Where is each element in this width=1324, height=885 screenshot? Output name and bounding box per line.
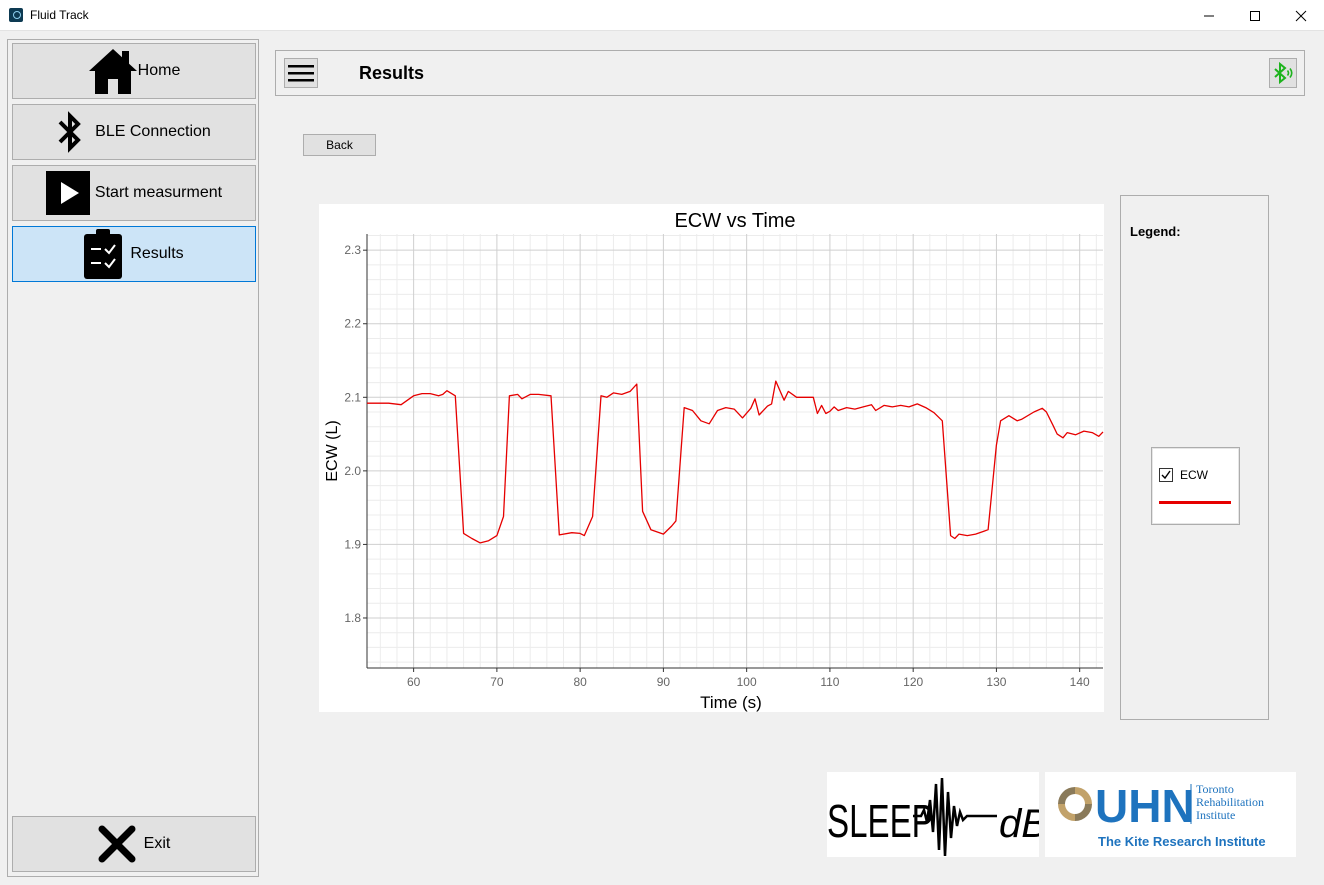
- chart-svg: 60 70 80 90 100 110 120 130 140 1.8 1.9 2.0 2.1 2.2 2.…: [324, 210, 1104, 712]
- close-window-button[interactable]: [1278, 0, 1324, 31]
- y-tick-label: 2.2: [344, 317, 361, 331]
- maximize-icon: [1250, 10, 1260, 21]
- legend-checkbox[interactable]: [1159, 468, 1173, 482]
- home-icon: [88, 46, 138, 96]
- sidebar-item-start-measurement[interactable]: Start measurment: [12, 165, 256, 221]
- svg-text:SLEEP: SLEEP: [827, 797, 934, 847]
- legend-line-swatch: [1159, 501, 1231, 504]
- page-title: Results: [359, 63, 425, 83]
- x-tick-label: 60: [407, 675, 421, 689]
- hamburger-menu-icon: [288, 65, 314, 82]
- exit-button[interactable]: Exit: [12, 816, 256, 872]
- series-line-ecw: [367, 380, 1104, 544]
- close-icon: [1295, 10, 1307, 21]
- bluetooth-connected-icon: [1274, 61, 1293, 85]
- svg-text:UHN: UHN: [1095, 780, 1195, 832]
- sidebar-item-results[interactable]: Results: [12, 226, 256, 282]
- chart-title: ECW vs Time: [674, 210, 795, 232]
- bluetooth-icon: [57, 108, 83, 156]
- exit-label: Exit: [143, 835, 171, 852]
- checkmark-icon: [1161, 470, 1171, 480]
- x-tick-label: 120: [903, 675, 923, 689]
- window-titlebar: Fluid Track: [0, 0, 1324, 31]
- ecw-chart: 60 70 80 90 100 110 120 130 140 1.8 1.9 2.0 2.1 2.2 2.…: [319, 204, 1104, 712]
- x-axis-label: Time (s): [700, 693, 762, 712]
- legend-item-ecw[interactable]: ECW: [1151, 447, 1240, 525]
- y-tick-label: 2.3: [344, 243, 361, 257]
- sleepdb-logo: SLEEP dB: [827, 772, 1048, 857]
- y-tick-label: 1.9: [344, 537, 361, 551]
- sidebar-item-label: Start measurment: [94, 184, 223, 201]
- back-button[interactable]: Back: [303, 134, 376, 156]
- sidebar-item-label: BLE Connection: [95, 123, 211, 140]
- x-tick-label: 80: [573, 675, 587, 689]
- minimize-button[interactable]: [1186, 0, 1232, 31]
- x-tick-label: 100: [737, 675, 757, 689]
- uhn-kite-logo: UHN Toronto Rehabilitation Institute The…: [1045, 772, 1296, 857]
- menu-button[interactable]: [284, 58, 318, 88]
- sidebar-item-home[interactable]: Home: [12, 43, 256, 99]
- play-icon: [45, 171, 90, 215]
- sidebar: Home BLE Connection Start measurment: [7, 39, 259, 877]
- x-tick-label: 90: [657, 675, 671, 689]
- bluetooth-status-button[interactable]: [1269, 58, 1297, 88]
- svg-text:dB: dB: [999, 802, 1039, 846]
- x-tick-label: 130: [986, 675, 1006, 689]
- svg-text:The Kite Research Institute: The Kite Research Institute: [1098, 834, 1266, 849]
- y-tick-label: 2.0: [344, 464, 361, 478]
- legend-panel: Legend: ECW: [1120, 195, 1269, 720]
- svg-text:Rehabilitation: Rehabilitation: [1196, 795, 1264, 809]
- y-tick-label: 2.1: [344, 390, 361, 404]
- close-x-icon: [98, 825, 136, 863]
- maximize-button[interactable]: [1232, 0, 1278, 31]
- sidebar-item-ble-connection[interactable]: BLE Connection: [12, 104, 256, 160]
- sidebar-item-label: Results: [130, 245, 184, 262]
- svg-text:Toronto: Toronto: [1196, 782, 1234, 796]
- x-tick-label: 110: [820, 675, 839, 689]
- svg-text:Institute: Institute: [1196, 808, 1235, 822]
- sidebar-item-label: Home: [137, 62, 181, 79]
- app-icon: [9, 8, 23, 22]
- clipboard-checklist-icon: [84, 229, 123, 279]
- y-axis-label: ECW (L): [324, 420, 341, 481]
- window-title: Fluid Track: [30, 8, 89, 22]
- minimize-icon: [1204, 15, 1214, 16]
- x-tick-label: 70: [490, 675, 504, 689]
- legend-label: ECW: [1180, 468, 1208, 482]
- legend-title: Legend:: [1130, 224, 1181, 239]
- y-tick-label: 1.8: [344, 611, 361, 625]
- x-tick-label: 140: [1070, 675, 1090, 689]
- header-panel: Results: [275, 50, 1305, 96]
